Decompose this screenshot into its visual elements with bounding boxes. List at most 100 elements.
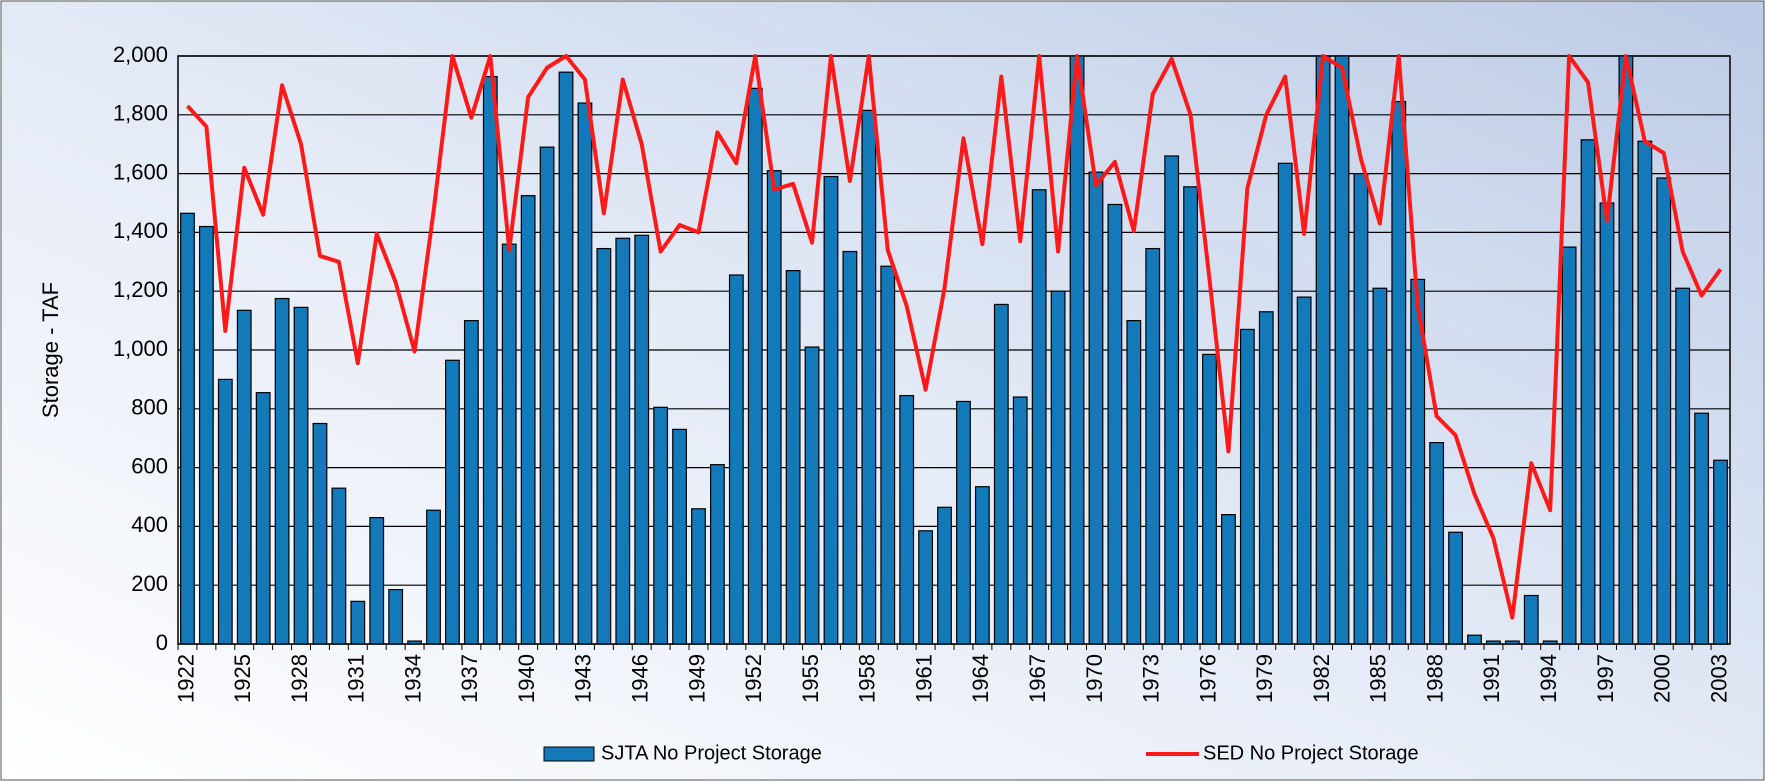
bar: [880, 265, 896, 645]
bar: [1012, 396, 1028, 645]
x-tick-label: 1946: [628, 654, 653, 703]
bar: [1467, 634, 1482, 645]
bar: [1221, 514, 1236, 645]
y-tick-label: 1,000: [113, 336, 168, 361]
bar: [1088, 171, 1104, 645]
bar: [369, 516, 385, 645]
bar: [899, 394, 915, 645]
bar: [747, 87, 763, 645]
x-tick-label: 1979: [1252, 654, 1277, 703]
bar: [463, 320, 479, 645]
bar: [539, 146, 555, 645]
bar: [520, 195, 536, 645]
bar: [1618, 55, 1634, 645]
x-tick-label: 1925: [230, 654, 255, 703]
bar: [710, 464, 725, 645]
bar: [180, 212, 195, 645]
bar: [1599, 202, 1615, 645]
bar: [634, 234, 650, 645]
bar: [937, 506, 952, 645]
bar: [1315, 55, 1331, 645]
bar: [274, 297, 290, 645]
bar: [615, 237, 631, 645]
bar: [482, 75, 498, 645]
x-tick-label: 1964: [968, 654, 993, 703]
bar: [1183, 186, 1198, 645]
bar: [1164, 155, 1180, 645]
bar: [236, 309, 252, 645]
bar: [388, 589, 404, 645]
bar: [1504, 640, 1520, 645]
x-tick-label: 1958: [855, 654, 880, 703]
y-tick-label: 2,000: [113, 42, 168, 67]
x-tick-label: 1940: [514, 654, 539, 703]
x-tick-label: 1988: [1422, 654, 1447, 703]
bar: [1523, 594, 1539, 645]
bar: [1296, 296, 1312, 645]
bar: [823, 175, 839, 645]
x-tick-label: 1976: [1195, 654, 1220, 703]
bar: [407, 640, 422, 645]
bar: [956, 400, 971, 645]
x-tick-label: 1961: [911, 654, 936, 703]
bar: [1372, 287, 1388, 645]
bar: [918, 530, 934, 645]
bar: [804, 346, 820, 645]
y-tick-label: 800: [131, 395, 168, 420]
bar: [842, 250, 858, 645]
bar: [558, 71, 574, 645]
x-tick-label: 1985: [1366, 654, 1391, 703]
x-tick-label: 1967: [1025, 654, 1050, 703]
bar: [1580, 139, 1596, 645]
bar: [785, 270, 801, 645]
bar: [1239, 328, 1255, 645]
x-tick-label: 1934: [400, 654, 425, 703]
bar: [1050, 290, 1066, 645]
x-tick-label: 2003: [1706, 654, 1731, 703]
bar: [501, 243, 517, 645]
bar: [1202, 353, 1217, 645]
bar: [1448, 531, 1463, 645]
bar: [445, 359, 460, 645]
y-tick-label: 200: [131, 571, 168, 596]
bar: [426, 509, 441, 645]
line: [185, 54, 1723, 620]
bar: [672, 428, 687, 645]
bar: [1675, 287, 1691, 645]
bar: [198, 225, 214, 645]
x-tick-label: 2000: [1650, 654, 1675, 703]
legend-swatch: [543, 746, 595, 762]
bar: [1486, 640, 1501, 645]
bar: [217, 378, 233, 645]
bar: [1542, 640, 1558, 645]
x-tick-label: 1997: [1593, 654, 1618, 703]
bar: [1656, 177, 1672, 645]
y-tick-label: 1,400: [113, 218, 168, 243]
x-tick-label: 1970: [1082, 654, 1107, 703]
bar: [596, 247, 612, 645]
x-tick-label: 1973: [1139, 654, 1164, 703]
y-tick-label: 0: [156, 630, 168, 655]
x-tick-label: 1982: [1309, 654, 1334, 703]
bar: [1145, 247, 1161, 645]
bar: [1561, 246, 1577, 645]
bar: [1258, 311, 1274, 645]
bar: [331, 487, 347, 645]
x-tick-label: 1991: [1479, 654, 1504, 703]
bar: [1429, 442, 1445, 645]
bar: [1694, 412, 1710, 645]
bar: [1637, 140, 1653, 645]
y-tick-label: 1,200: [113, 277, 168, 302]
x-tick-label: 1937: [457, 654, 482, 703]
bar: [1391, 100, 1407, 645]
legend-label: SED No Project Storage: [1203, 742, 1419, 764]
bar: [577, 102, 593, 645]
x-tick-label: 1943: [571, 654, 596, 703]
bar: [1069, 55, 1085, 645]
y-axis-label: Storage - TAF: [38, 282, 63, 418]
x-tick-label: 1955: [798, 654, 823, 703]
bar: [350, 600, 366, 645]
bar: [766, 170, 782, 645]
bar: [1031, 189, 1047, 645]
x-tick-label: 1949: [684, 654, 709, 703]
